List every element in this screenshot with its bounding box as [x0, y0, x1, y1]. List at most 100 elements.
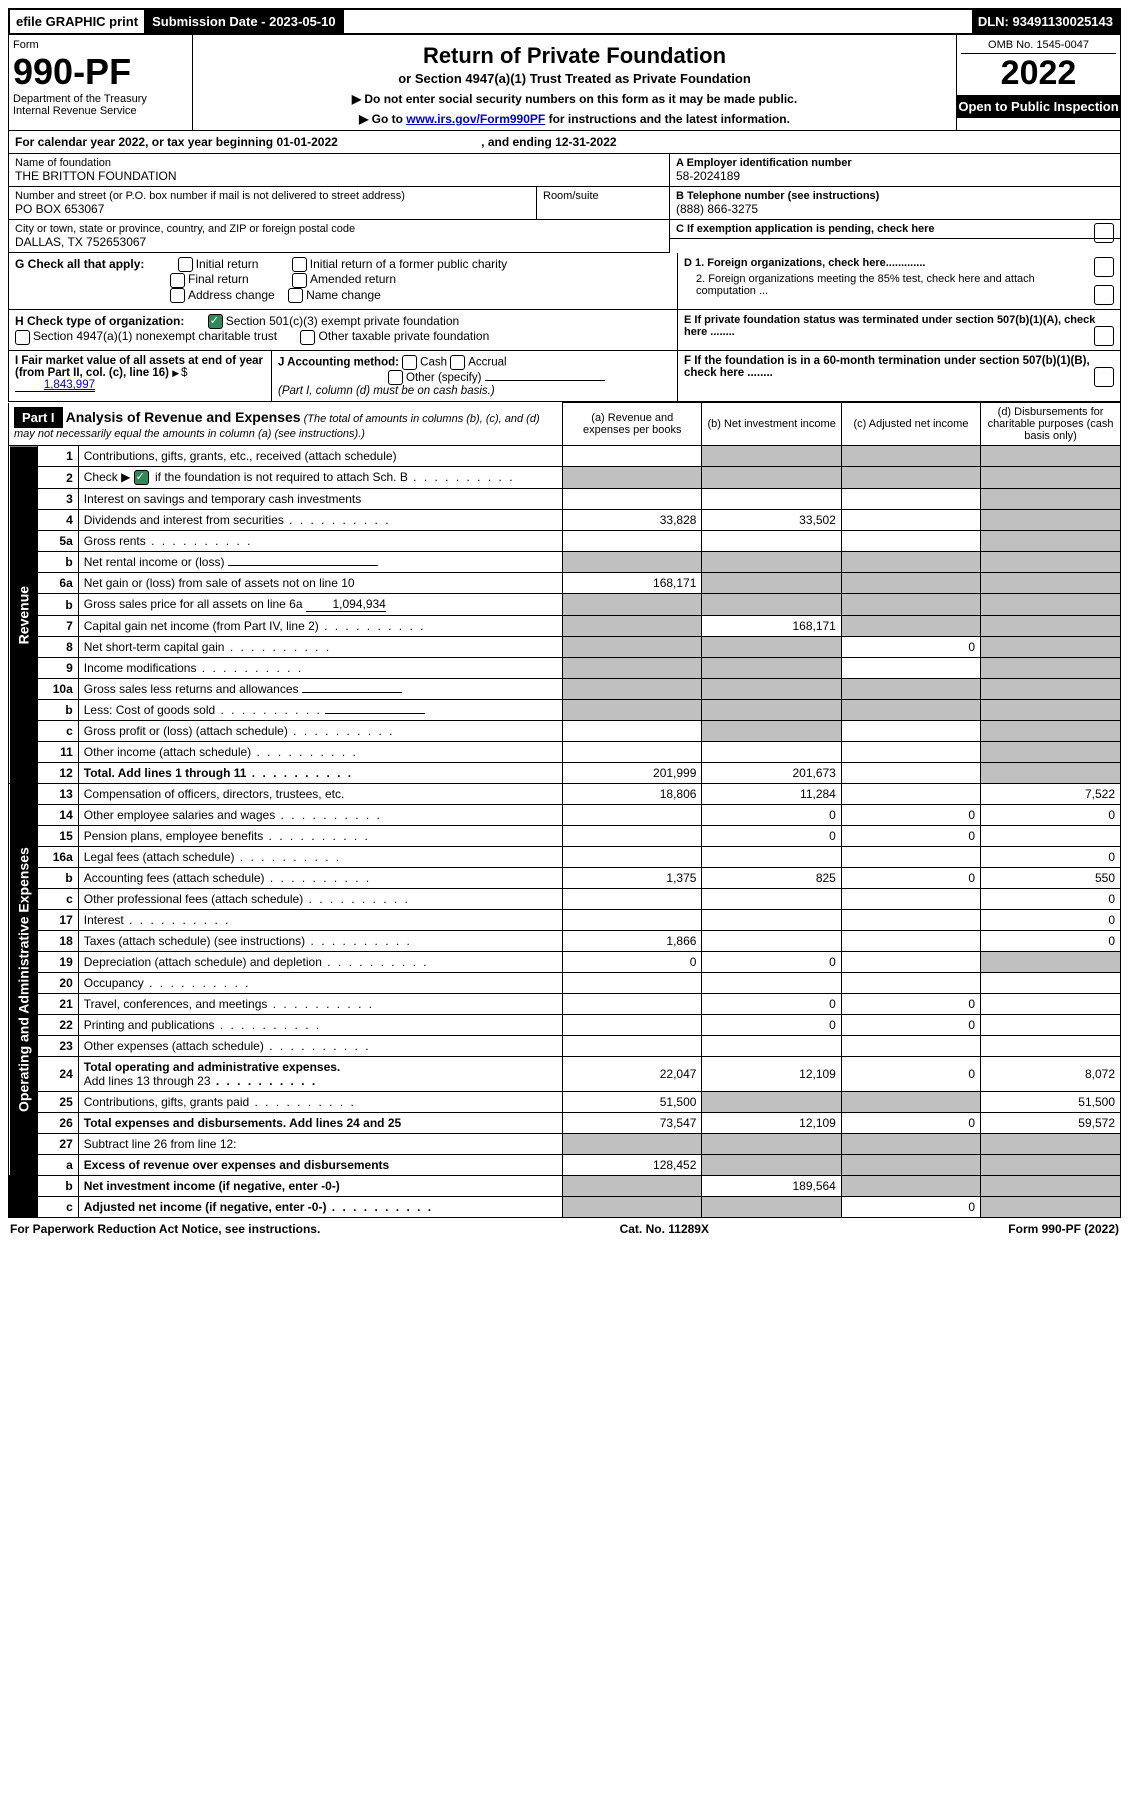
- g-opt4: Initial return of a former public charit…: [310, 257, 507, 271]
- h-501c3-checkbox[interactable]: [208, 314, 223, 329]
- ein-cell: A Employer identification number 58-2024…: [670, 154, 1120, 187]
- h-label: H Check type of organization:: [15, 314, 184, 328]
- row-27b-desc: Net investment income (if negative, ente…: [84, 1179, 340, 1193]
- form-word: Form: [13, 39, 188, 51]
- form-title: Return of Private Foundation: [197, 43, 952, 69]
- j-other-checkbox[interactable]: [388, 370, 403, 385]
- foundation-addr: PO BOX 653067: [15, 202, 104, 216]
- j-cash: Cash: [420, 357, 447, 369]
- g-opt3: Address change: [188, 288, 275, 302]
- g-opt2: Final return: [188, 272, 249, 286]
- h-row: H Check type of organization: Section 50…: [8, 310, 1121, 351]
- r18-a: 1,866: [563, 931, 702, 952]
- c-checkbox[interactable]: [1094, 223, 1114, 243]
- sch-b-checkbox[interactable]: [134, 470, 149, 485]
- phone-cell: B Telephone number (see instructions) (8…: [670, 187, 1120, 220]
- row-4-desc: Dividends and interest from securities: [84, 513, 284, 527]
- r14-b: 0: [702, 805, 841, 826]
- footer-left: For Paperwork Reduction Act Notice, see …: [10, 1222, 320, 1236]
- cal-end: , and ending 12-31-2022: [481, 135, 616, 149]
- row-21-desc: Travel, conferences, and meetings: [84, 997, 268, 1011]
- r16a-d: 0: [981, 847, 1121, 868]
- col-c-header: (c) Adjusted net income: [841, 403, 980, 446]
- row-5a-desc: Gross rents: [84, 534, 146, 548]
- e-checkbox[interactable]: [1094, 326, 1114, 346]
- row-11-desc: Other income (attach schedule): [84, 745, 251, 759]
- foundation-city: DALLAS, TX 752653067: [15, 235, 146, 249]
- g-charity-checkbox[interactable]: [292, 257, 307, 272]
- j-accrual-checkbox[interactable]: [450, 355, 465, 370]
- row-10c-desc: Gross profit or (loss) (attach schedule): [84, 724, 288, 738]
- form-link[interactable]: www.irs.gov/Form990PF: [406, 112, 545, 126]
- submission-date: Submission Date - 2023-05-10: [146, 10, 344, 33]
- r8-c: 0: [841, 637, 980, 658]
- j-cash-checkbox[interactable]: [402, 355, 417, 370]
- r17-d: 0: [981, 910, 1121, 931]
- r15-c: 0: [841, 826, 980, 847]
- row-16a-desc: Legal fees (attach schedule): [84, 850, 235, 864]
- row-18-desc: Taxes (attach schedule) (see instruction…: [84, 934, 305, 948]
- d2-checkbox[interactable]: [1094, 285, 1114, 305]
- r26-a: 73,547: [563, 1113, 702, 1134]
- r16b-c: 0: [841, 868, 980, 889]
- irs: Internal Revenue Service: [13, 105, 188, 117]
- r13-a: 18,806: [563, 784, 702, 805]
- i-value[interactable]: 1,843,997: [15, 379, 95, 392]
- c-cell: C If exemption application is pending, c…: [670, 220, 1120, 239]
- e-label: E If private foundation status was termi…: [684, 314, 1095, 338]
- row-num: 1: [37, 446, 78, 467]
- row-25-desc: Contributions, gifts, grants paid: [84, 1095, 249, 1109]
- e-col: E If private foundation status was termi…: [677, 310, 1120, 350]
- d1-label: D 1. Foreign organizations, check here..…: [684, 257, 925, 269]
- r24-d: 8,072: [981, 1057, 1121, 1092]
- g-final-checkbox[interactable]: [170, 273, 185, 288]
- part-i-label: Part I: [14, 407, 63, 428]
- calendar-year-row: For calendar year 2022, or tax year begi…: [8, 131, 1121, 154]
- dept: Department of the Treasury: [13, 93, 188, 105]
- row-22-desc: Printing and publications: [84, 1018, 215, 1032]
- top-bar: efile GRAPHIC print Submission Date - 20…: [8, 8, 1121, 35]
- r18-d: 0: [981, 931, 1121, 952]
- g-initial-checkbox[interactable]: [178, 257, 193, 272]
- g-amended-checkbox[interactable]: [292, 273, 307, 288]
- row-10b-desc: Less: Cost of goods sold: [84, 703, 215, 717]
- g-address-checkbox[interactable]: [170, 288, 185, 303]
- city-label: City or town, state or province, country…: [15, 223, 663, 235]
- i-j-f-row: I Fair market value of all assets at end…: [8, 351, 1121, 402]
- h-other-checkbox[interactable]: [300, 330, 315, 345]
- g-name-checkbox[interactable]: [288, 288, 303, 303]
- cal-begin: For calendar year 2022, or tax year begi…: [15, 135, 338, 149]
- d-col: D 1. Foreign organizations, check here..…: [677, 253, 1120, 309]
- efile-label: efile GRAPHIC print: [10, 10, 146, 33]
- row-17-desc: Interest: [84, 913, 124, 927]
- r26-c: 0: [841, 1113, 980, 1134]
- row-5b-desc: Net rental income or (loss): [84, 555, 225, 569]
- j-accrual: Accrual: [468, 357, 506, 369]
- row-6b-desc: Gross sales price for all assets on line…: [84, 597, 303, 611]
- r27b-b: 189,564: [702, 1176, 841, 1197]
- row-10a-desc: Gross sales less returns and allowances: [84, 682, 299, 696]
- open-public: Open to Public Inspection: [957, 95, 1120, 118]
- row-27c-desc: Adjusted net income (if negative, enter …: [84, 1200, 327, 1214]
- row-8-desc: Net short-term capital gain: [84, 640, 225, 654]
- r4-b: 33,502: [702, 510, 841, 531]
- r16c-d: 0: [981, 889, 1121, 910]
- h-4947-checkbox[interactable]: [15, 330, 30, 345]
- r19-b: 0: [702, 952, 841, 973]
- f-label: F If the foundation is in a 60-month ter…: [684, 355, 1090, 379]
- d1-checkbox[interactable]: [1094, 257, 1114, 277]
- col-b-header: (b) Net investment income: [702, 403, 841, 446]
- r24-b: 12,109: [702, 1057, 841, 1092]
- r7-b: 168,171: [702, 616, 841, 637]
- g-opt6: Name change: [306, 288, 381, 302]
- row-2-desc: Check ▶ if the foundation is not require…: [78, 467, 562, 489]
- row-16c-desc: Other professional fees (attach schedule…: [84, 892, 303, 906]
- r4-a: 33,828: [563, 510, 702, 531]
- header: Form 990-PF Department of the Treasury I…: [8, 35, 1121, 131]
- note-2: ▶ Go to www.irs.gov/Form990PF for instru…: [197, 112, 952, 126]
- r16b-b: 825: [702, 868, 841, 889]
- f-checkbox[interactable]: [1094, 367, 1114, 387]
- row-12-desc: Total. Add lines 1 through 11: [84, 766, 247, 780]
- i-label: I Fair market value of all assets at end…: [15, 355, 263, 379]
- r12-a: 201,999: [563, 763, 702, 784]
